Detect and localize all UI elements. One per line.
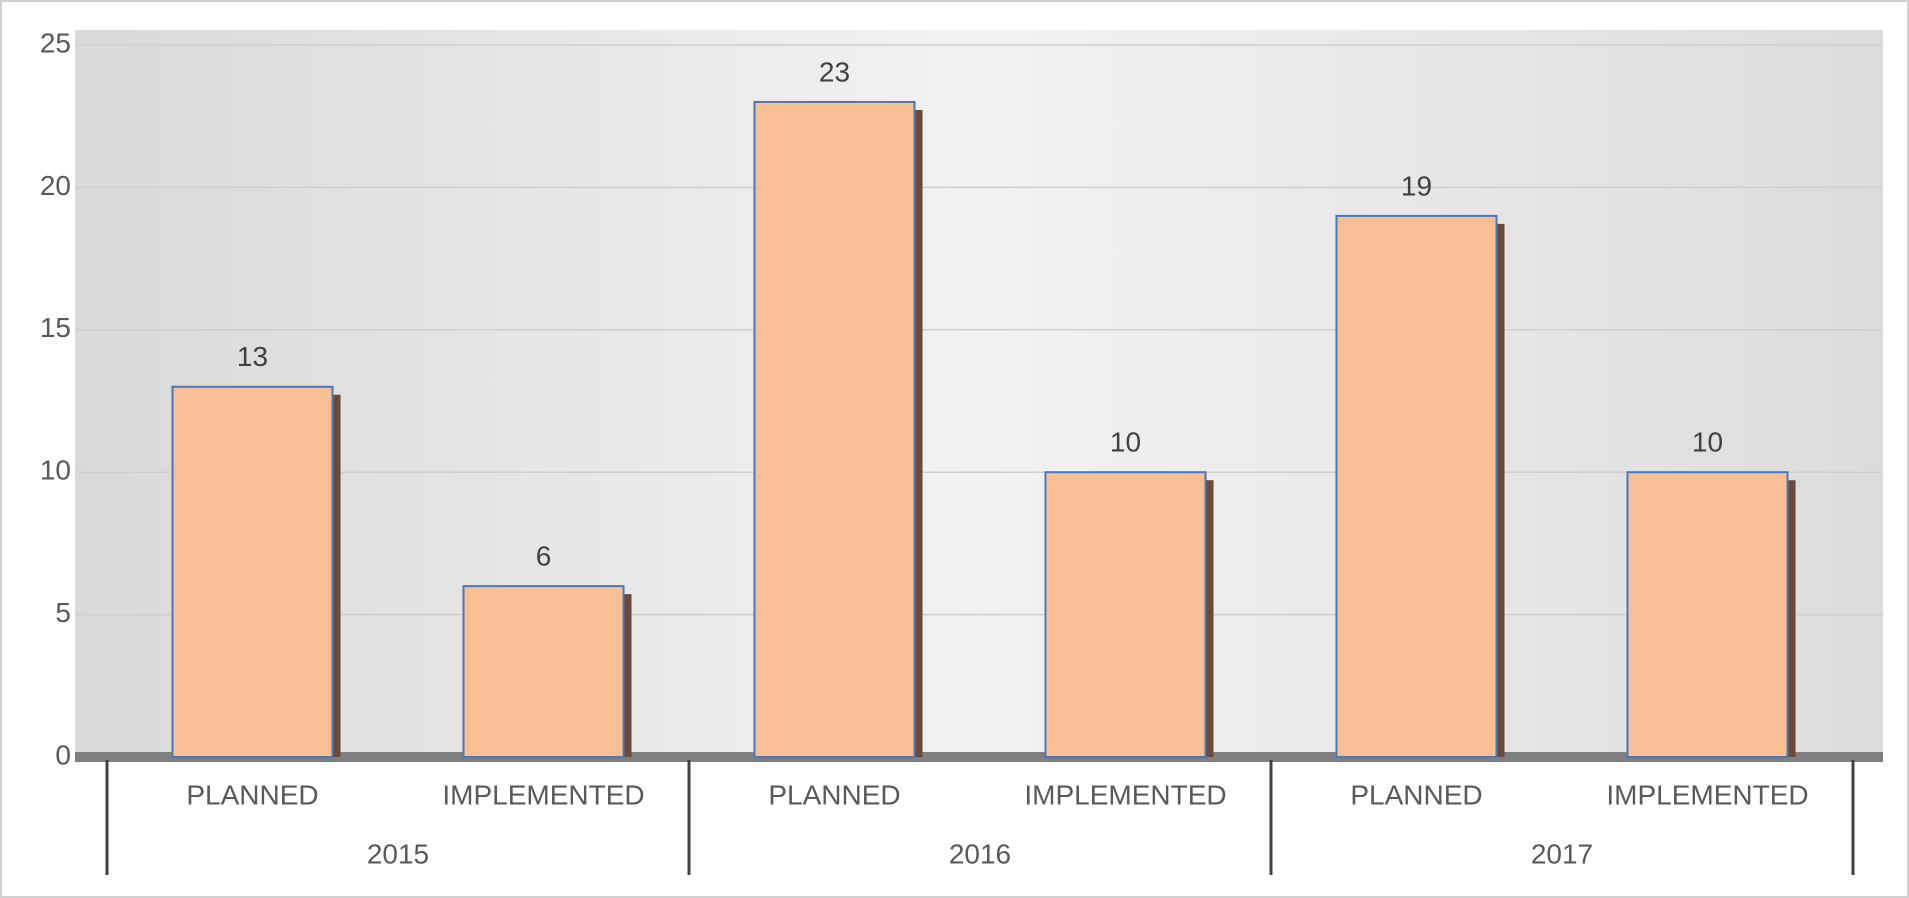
- bar: [1627, 472, 1787, 757]
- bar-side: [915, 110, 923, 757]
- x-tick-label: IMPLEMENTED: [1606, 779, 1808, 810]
- bar: [463, 586, 623, 757]
- y-tick-label: 20: [40, 170, 71, 201]
- y-tick-label: 10: [40, 455, 71, 486]
- x-tick-label: IMPLEMENTED: [1024, 779, 1226, 810]
- data-label: 10: [1692, 427, 1723, 458]
- bar: [754, 102, 914, 757]
- data-label: 19: [1401, 170, 1432, 201]
- data-label: 6: [536, 541, 552, 572]
- bar-side: [624, 594, 632, 757]
- bar: [1045, 472, 1205, 757]
- group-label: 2017: [1531, 838, 1593, 869]
- bar-side: [1206, 480, 1214, 757]
- x-tick-label: PLANNED: [1350, 779, 1482, 810]
- bar: [172, 387, 332, 757]
- data-label: 10: [1110, 427, 1141, 458]
- plot-area: [75, 30, 1883, 757]
- group-label: 2015: [367, 838, 429, 869]
- bar-side: [1497, 224, 1505, 757]
- x-tick-label: PLANNED: [186, 779, 318, 810]
- bar: [1336, 216, 1496, 757]
- y-tick-label: 25: [40, 27, 71, 58]
- y-tick-label: 0: [55, 739, 71, 770]
- x-tick-label: IMPLEMENTED: [442, 779, 644, 810]
- x-tick-label: PLANNED: [768, 779, 900, 810]
- bar-side: [333, 395, 341, 757]
- data-label: 13: [237, 341, 268, 372]
- bar-side: [1788, 480, 1796, 757]
- chart: 0 5 10 15 20 25 PLANNED 13 IMPLEMENTED 6 PLANNED 23…: [0, 0, 1909, 898]
- y-tick-label: 15: [40, 312, 71, 343]
- y-tick-label: 5: [55, 597, 71, 628]
- data-label: 23: [819, 56, 850, 87]
- group-label: 2016: [949, 838, 1011, 869]
- page: {"chart_data": {"type": "bar", "categori…: [0, 0, 1909, 898]
